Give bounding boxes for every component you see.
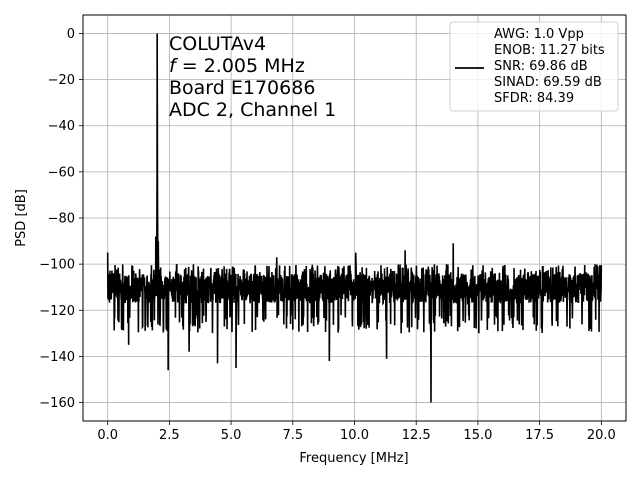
y-tick-label: −80 (48, 212, 75, 227)
y-tick-label: −100 (39, 258, 75, 273)
x-tick-label: 20.0 (587, 428, 616, 443)
legend-box (449, 21, 619, 112)
annotation-channel: ADC 2, Channel 1 (169, 99, 336, 121)
y-tick-label: −40 (48, 119, 75, 134)
y-tick-label: −160 (39, 396, 75, 411)
x-axis-label: Frequency [MHz] (299, 451, 408, 466)
legend-sfdr: SFDR: 84.39 (494, 91, 574, 106)
x-axis-ticks: 0.0 2.5 5.0 7.5 10.0 12.5 15.0 17.5 20.0 (97, 421, 616, 443)
y-tick-label: 0 (67, 27, 75, 42)
annotation-frequency-symbol: f (169, 55, 179, 77)
y-tick-label: −140 (39, 350, 75, 365)
plot-area (106, 33, 603, 403)
x-tick-label: 2.5 (159, 428, 180, 443)
y-axis-label: PSD [dB] (14, 189, 29, 247)
y-tick-label: −20 (48, 73, 75, 88)
y-axis-ticks: 0 −20 −40 −60 −80 −100 −120 −140 −160 (39, 27, 83, 411)
y-tick-label: −60 (48, 165, 75, 180)
legend-awg: AWG: 1.0 Vpp (494, 27, 584, 42)
x-tick-label: 7.5 (282, 428, 303, 443)
x-tick-label: 10.0 (340, 428, 369, 443)
x-tick-label: 0.0 (97, 428, 118, 443)
x-tick-label: 12.5 (402, 428, 431, 443)
legend-sinad: SINAD: 69.59 dB (494, 75, 602, 90)
y-tick-label: −120 (39, 304, 75, 319)
legend: AWG: 1.0 Vpp ENOB: 11.27 bits SNR: 69.86… (449, 21, 619, 112)
annotation-frequency: f = 2.005 MHz (169, 55, 305, 77)
legend-snr: SNR: 69.86 dB (494, 59, 588, 74)
annotation-frequency-value: = 2.005 MHz (176, 55, 305, 77)
legend-enob: ENOB: 11.27 bits (494, 43, 605, 58)
x-tick-label: 5.0 (221, 428, 242, 443)
annotation-board: Board E170686 (169, 77, 315, 99)
annotation-device: COLUTAv4 (169, 33, 266, 55)
psd-series-line (106, 33, 603, 403)
plot-annotation: COLUTAv4 f = 2.005 MHz Board E170686 ADC… (169, 33, 336, 121)
x-tick-label: 17.5 (525, 428, 554, 443)
x-tick-label: 15.0 (463, 428, 492, 443)
